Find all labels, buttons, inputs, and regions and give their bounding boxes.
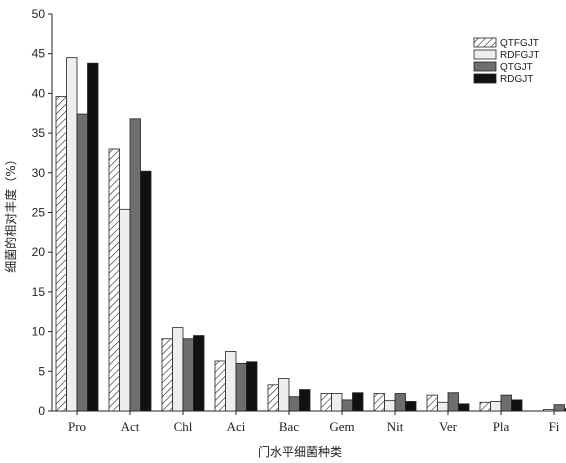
bar-qtfgjt-aci <box>214 360 226 412</box>
y-tick-label: 30 <box>32 166 46 180</box>
bar-qtgjt-nit <box>394 393 406 412</box>
bar-qtfgjt-pro <box>55 96 67 412</box>
y-tick-label: 5 <box>38 364 45 378</box>
x-axis-title: 门水平细菌种类 <box>258 444 342 459</box>
bar-qtfgjt-act <box>108 148 120 412</box>
y-tick-label: 35 <box>32 126 46 140</box>
y-tick-label: 25 <box>32 206 46 220</box>
bar-qtfgjt-pla <box>479 401 491 412</box>
bar-rdgjt-gem <box>352 392 364 412</box>
y-tick-label: 50 <box>32 7 46 21</box>
legend-swatch-rdgjt <box>473 73 497 84</box>
bar-rdgjt-chl <box>193 335 205 412</box>
bar-qtfgjt-nit <box>373 393 385 412</box>
bar-qtgjt-aci <box>235 362 247 412</box>
x-tick-label: Bac <box>279 419 299 434</box>
y-tick-label: 15 <box>32 285 46 299</box>
legend-label-qtgjt: QTGJT <box>500 62 533 73</box>
bar-rdgjt-ver <box>458 403 470 412</box>
y-tick-label: 20 <box>32 245 46 259</box>
y-tick-label: 10 <box>32 325 46 339</box>
bar-qtgjt-bac <box>288 396 300 412</box>
x-tick-label: Pla <box>493 419 510 434</box>
bar-rdfgjt-gem <box>331 393 343 412</box>
bar-qtgjt-chl <box>182 338 194 412</box>
bar-rdfgjt-nit <box>384 400 396 412</box>
bar-rdgjt-act <box>140 170 152 412</box>
x-tick-label: Fi <box>549 419 560 434</box>
bar-qtgjt-fi <box>553 404 565 412</box>
bar-rdfgjt-pro <box>66 57 78 412</box>
bar-qtgjt-ver <box>447 392 459 412</box>
bar-rdfgjt-pla <box>490 401 502 412</box>
legend-swatch-qtfgjt <box>473 37 497 48</box>
bar-rdfgjt-ver <box>437 401 449 412</box>
bar-rdfgjt-aci <box>225 351 237 412</box>
bar-qtgjt-pro <box>76 113 88 412</box>
legend-label-qtfgjt: QTFGJT <box>500 38 539 49</box>
legend-swatch-qtgjt <box>473 61 497 72</box>
bar-qtgjt-gem <box>341 399 353 412</box>
bar-rdgjt-nit <box>405 401 417 412</box>
bar-rdfgjt-chl <box>172 327 184 412</box>
bar-rdgjt-aci <box>246 361 258 412</box>
bar-qtfgjt-gem <box>320 393 332 412</box>
x-tick-label: Pro <box>68 419 86 434</box>
bar-rdgjt-pro <box>87 62 99 412</box>
bar-rdgjt-bac <box>299 389 311 412</box>
legend-label-rdfgjt: RDFGJT <box>500 50 539 61</box>
x-tick-label: Aci <box>227 419 246 434</box>
bar-rdfgjt-act <box>119 208 131 412</box>
legend-label-rdgjt: RDGJT <box>500 74 533 85</box>
x-tick-label: Act <box>121 419 140 434</box>
y-tick-label: 45 <box>32 47 46 61</box>
bar-qtgjt-act <box>129 118 141 412</box>
bar-qtfgjt-ver <box>426 394 438 412</box>
y-axis-title: 细菌的相对丰度（%） <box>3 153 18 272</box>
legend-swatch-rdfgjt <box>473 49 497 60</box>
bar-qtgjt-pla <box>500 394 512 412</box>
y-tick-label: 40 <box>32 86 46 100</box>
x-tick-label: Nit <box>387 419 404 434</box>
bar-rdgjt-pla <box>511 399 523 412</box>
x-tick-label: Chl <box>174 419 193 434</box>
bar-rdfgjt-fi <box>543 409 555 412</box>
bar-qtfgjt-bac <box>267 384 279 412</box>
y-tick-label: 0 <box>38 404 45 418</box>
x-tick-label: Ver <box>439 419 458 434</box>
x-tick-label: Gem <box>329 419 354 434</box>
bar-rdgjt-fi <box>564 408 566 412</box>
bar-qtfgjt-chl <box>161 338 173 412</box>
bar-rdfgjt-bac <box>278 378 290 412</box>
